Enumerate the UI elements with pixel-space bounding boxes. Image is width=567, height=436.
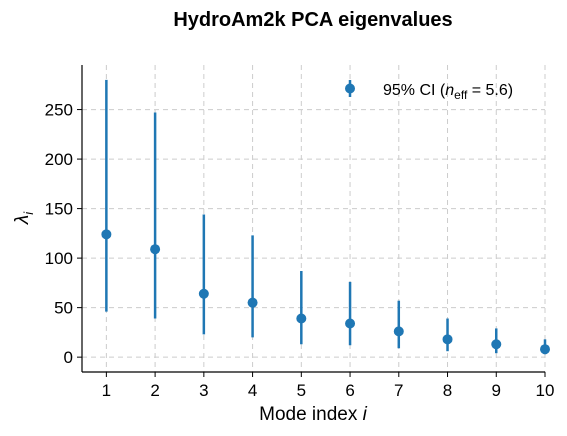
y-tick-label: 0 — [64, 348, 73, 367]
y-tick-label: 100 — [45, 249, 73, 268]
x-tick-label: 8 — [443, 381, 452, 400]
y-tick-label: 200 — [45, 150, 73, 169]
y-axis-label: λi — [12, 211, 36, 225]
error-bars — [105, 79, 547, 355]
data-points — [101, 229, 550, 355]
x-tick-label: 5 — [297, 381, 306, 400]
legend-label-rest: = 5.6) — [467, 82, 513, 99]
data-point — [198, 288, 209, 299]
grid-lines — [82, 65, 546, 372]
y-tick-label: 50 — [54, 299, 73, 318]
legend: 95% CI (neff = 5.6) — [345, 80, 513, 102]
legend-label-sub: eff — [454, 88, 468, 102]
data-point — [296, 313, 307, 324]
chart-title: HydroAm2k PCA eigenvalues — [173, 9, 452, 31]
x-axis-label: Mode index i — [259, 404, 368, 425]
data-point — [491, 339, 502, 350]
y-axis-label-subscript: i — [21, 211, 36, 215]
y-ticks: 0 50 100 150 200 250 — [45, 101, 82, 367]
data-point — [345, 318, 356, 329]
x-tick-label: 3 — [199, 381, 208, 400]
data-point — [150, 244, 161, 255]
y-tick-label: 250 — [45, 101, 73, 120]
x-ticks: 1 2 3 4 5 6 7 8 9 10 — [102, 372, 555, 400]
data-point — [393, 326, 404, 337]
data-point — [540, 344, 550, 355]
x-tick-label: 4 — [248, 381, 257, 400]
x-axis-label-var: i — [363, 404, 368, 425]
legend-label: 95% CI (neff = 5.6) — [383, 82, 513, 102]
data-point — [442, 334, 453, 345]
x-tick-label: 1 — [102, 381, 111, 400]
legend-point-marker — [345, 83, 355, 94]
x-tick-label: 10 — [536, 381, 555, 400]
x-tick-label: 7 — [394, 381, 403, 400]
y-axis-label-symbol: λ — [12, 215, 33, 225]
legend-label-n: n — [445, 82, 454, 99]
x-tick-label: 2 — [150, 381, 159, 400]
x-tick-label: 6 — [345, 381, 354, 400]
legend-label-prefix: 95% CI ( — [383, 82, 446, 99]
data-point — [247, 297, 258, 308]
x-tick-label: 9 — [492, 381, 501, 400]
x-axis-label-text: Mode index — [259, 404, 363, 425]
y-tick-label: 150 — [45, 200, 73, 219]
data-point — [101, 229, 112, 240]
